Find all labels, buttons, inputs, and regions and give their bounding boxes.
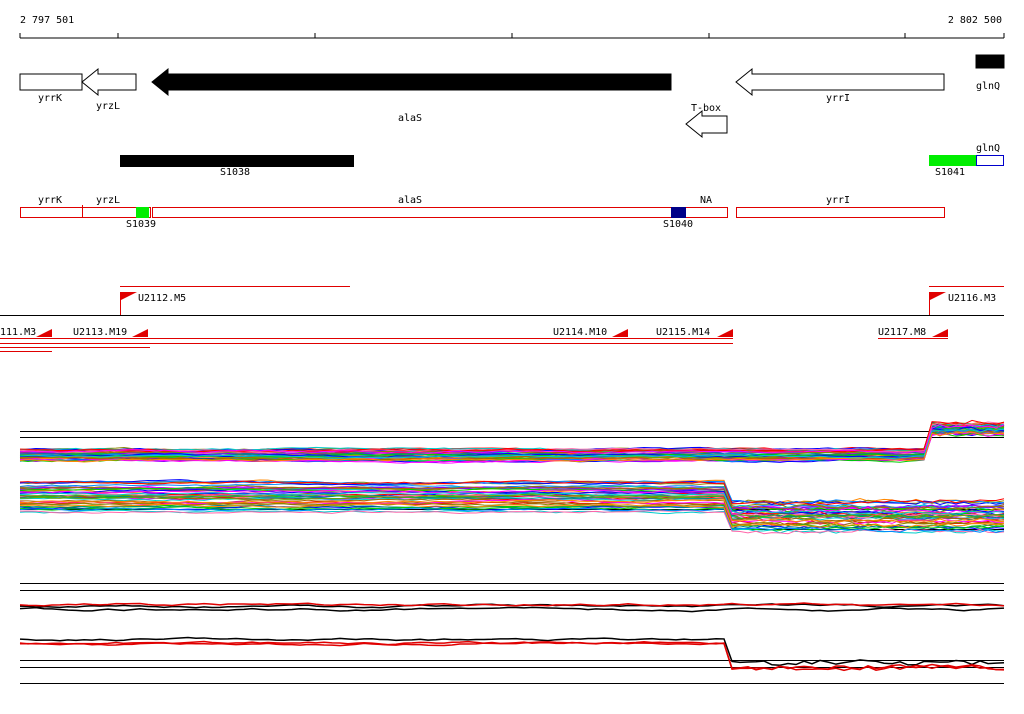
gene-label: yrrI bbox=[826, 93, 850, 104]
unit-label: U2112.M5 bbox=[138, 293, 186, 304]
gene-track bbox=[19, 54, 1005, 139]
expression-line bbox=[19, 492, 1005, 515]
gene-label: glnQ bbox=[976, 81, 1000, 92]
expression-line bbox=[19, 498, 1005, 524]
expression-line bbox=[19, 428, 1005, 459]
expression-line bbox=[19, 431, 1005, 464]
expression-line bbox=[19, 493, 1005, 519]
expression-line bbox=[19, 606, 1005, 613]
ruler bbox=[19, 33, 1005, 39]
ruler-end: 2 802 500 bbox=[948, 15, 1002, 26]
expression-line bbox=[19, 636, 1005, 666]
gene-label: yrzL bbox=[96, 101, 120, 112]
expression-line bbox=[19, 499, 1005, 526]
expression-line bbox=[19, 427, 1005, 458]
expression-line bbox=[19, 510, 1005, 535]
segment-label: glnQ bbox=[976, 143, 1000, 154]
unit-label: U2116.M3 bbox=[948, 293, 996, 304]
expression-line bbox=[19, 483, 1005, 510]
gene-label: T-box bbox=[691, 103, 721, 114]
annotation-label: alaS bbox=[398, 195, 422, 206]
expression-line bbox=[19, 640, 1005, 672]
annotation-label: yrrK bbox=[38, 195, 62, 206]
expression-line bbox=[19, 504, 1005, 530]
segment-track bbox=[120, 155, 1004, 167]
unit-label: U2117.M8 bbox=[878, 327, 926, 338]
unit-label: U2114.M10 bbox=[553, 327, 607, 338]
annotation-label: yrrI bbox=[826, 195, 850, 206]
unit-track bbox=[0, 286, 1004, 352]
expression-line bbox=[19, 479, 1005, 506]
annotation-label: yrzL bbox=[96, 195, 120, 206]
expression-line bbox=[19, 507, 1005, 533]
expression-line bbox=[19, 421, 1005, 453]
expression-line bbox=[19, 602, 1005, 607]
annotation-label: S1040 bbox=[663, 219, 693, 230]
expression-line bbox=[19, 506, 1005, 531]
expression-line bbox=[19, 487, 1005, 513]
expression-line bbox=[19, 423, 1005, 454]
unit-label: U2115.M14 bbox=[656, 327, 710, 338]
annotation-label: S1039 bbox=[126, 219, 156, 230]
expression-frames bbox=[20, 431, 1004, 684]
expression-line bbox=[19, 426, 1005, 458]
segment-label: S1041 bbox=[935, 167, 965, 178]
expression-line bbox=[19, 419, 1005, 453]
annotation-label: NA bbox=[700, 195, 712, 206]
unit-label: 111.M3 bbox=[0, 327, 36, 338]
segment-label: S1038 bbox=[220, 167, 250, 178]
expression-line bbox=[19, 480, 1005, 506]
gene-label: alaS bbox=[398, 113, 422, 124]
expression-line bbox=[19, 431, 1005, 463]
gene-label: yrrK bbox=[38, 93, 62, 104]
expression-line bbox=[19, 496, 1005, 522]
unit-label: U2113.M19 bbox=[73, 327, 127, 338]
expression-line bbox=[19, 489, 1005, 515]
ruler-start: 2 797 501 bbox=[20, 15, 74, 26]
expression-line bbox=[19, 421, 1005, 452]
annotation-track bbox=[20, 205, 945, 218]
expression-line bbox=[19, 503, 1005, 529]
expression-tracks bbox=[19, 419, 1005, 672]
expression-line bbox=[19, 641, 1005, 671]
expression-line bbox=[19, 480, 1005, 506]
